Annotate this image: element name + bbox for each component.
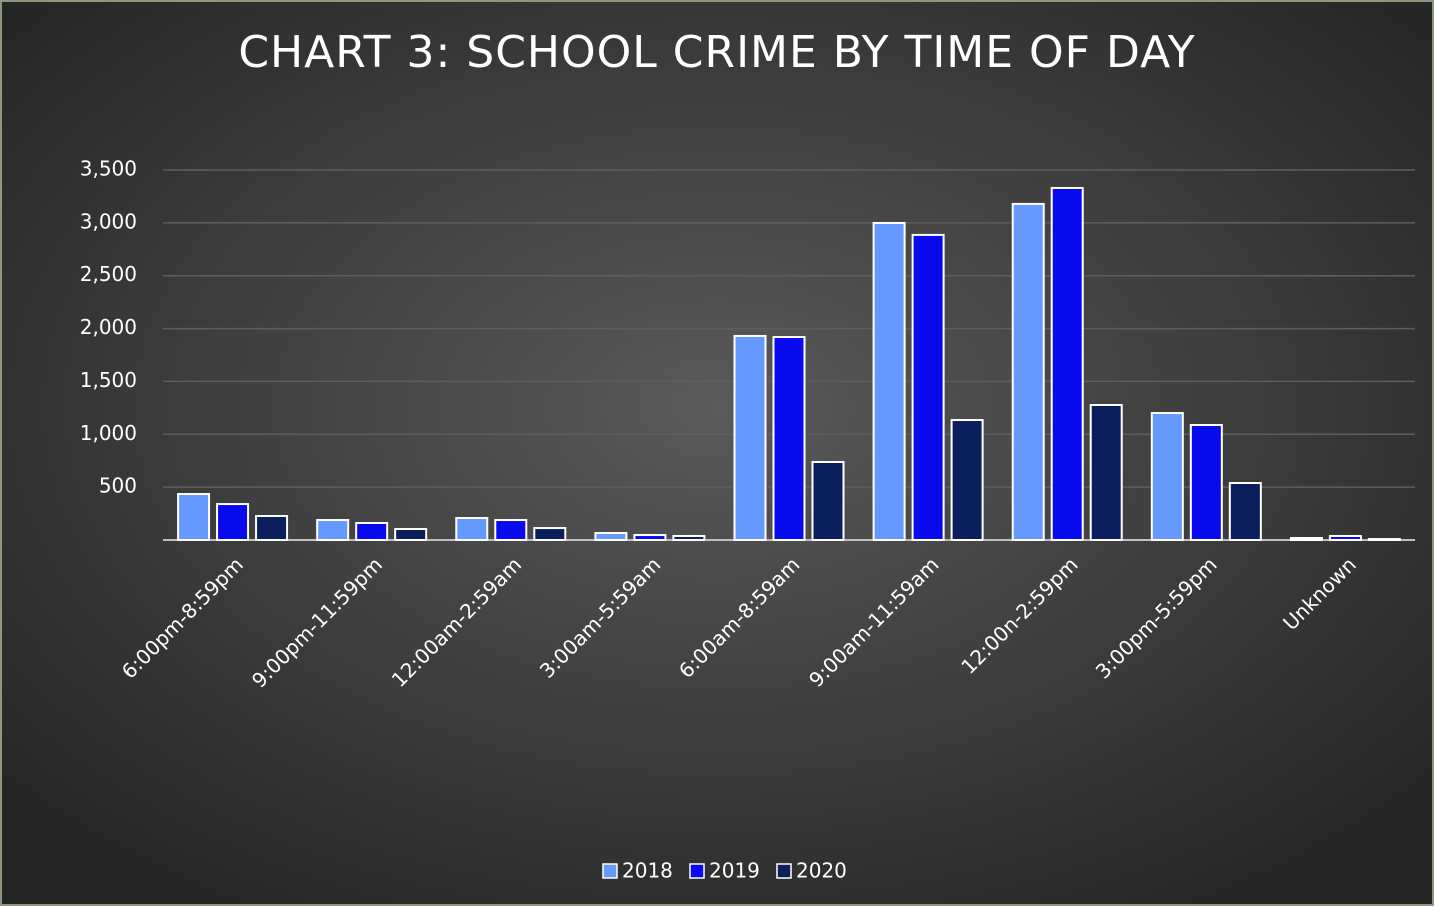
legend-swatch	[776, 863, 792, 879]
bar	[177, 493, 211, 541]
bar	[772, 336, 806, 541]
bar	[1328, 534, 1362, 541]
bar	[255, 515, 289, 542]
bar	[1089, 404, 1123, 542]
bar	[1189, 423, 1223, 541]
bar	[811, 460, 845, 541]
bar	[950, 419, 984, 541]
y-tick-label: 3,000	[80, 209, 137, 233]
y-tick-label: 3,500	[80, 157, 137, 181]
bar	[533, 527, 567, 541]
bar	[394, 528, 428, 542]
legend-swatch	[689, 863, 705, 879]
bar	[911, 233, 945, 541]
bar	[455, 517, 489, 541]
y-tick-label: 1,000	[80, 421, 137, 445]
bar	[1150, 412, 1184, 541]
y-tick-label: 2,500	[80, 262, 137, 286]
bar	[1228, 482, 1262, 541]
bar	[1367, 538, 1401, 542]
legend-label: 2020	[796, 859, 847, 883]
bar	[216, 503, 250, 541]
legend-label: 2019	[709, 859, 760, 883]
y-tick-label: 1,500	[80, 368, 137, 392]
legend-label: 2018	[622, 859, 673, 883]
bar	[316, 519, 350, 542]
bar	[594, 532, 628, 541]
chart-title: CHART 3: SCHOOL CRIME BY TIME OF DAY	[238, 27, 1195, 78]
y-tick-label: 2,000	[80, 315, 137, 339]
bar	[672, 534, 706, 541]
bar	[872, 221, 906, 541]
bar	[633, 534, 667, 542]
bar	[494, 519, 528, 542]
bar	[1050, 186, 1084, 541]
legend-swatch	[602, 863, 618, 879]
bar	[733, 334, 767, 541]
bar	[355, 521, 389, 541]
y-tick-label: 500	[99, 474, 137, 498]
bar	[1011, 202, 1045, 541]
bar	[1289, 536, 1323, 542]
